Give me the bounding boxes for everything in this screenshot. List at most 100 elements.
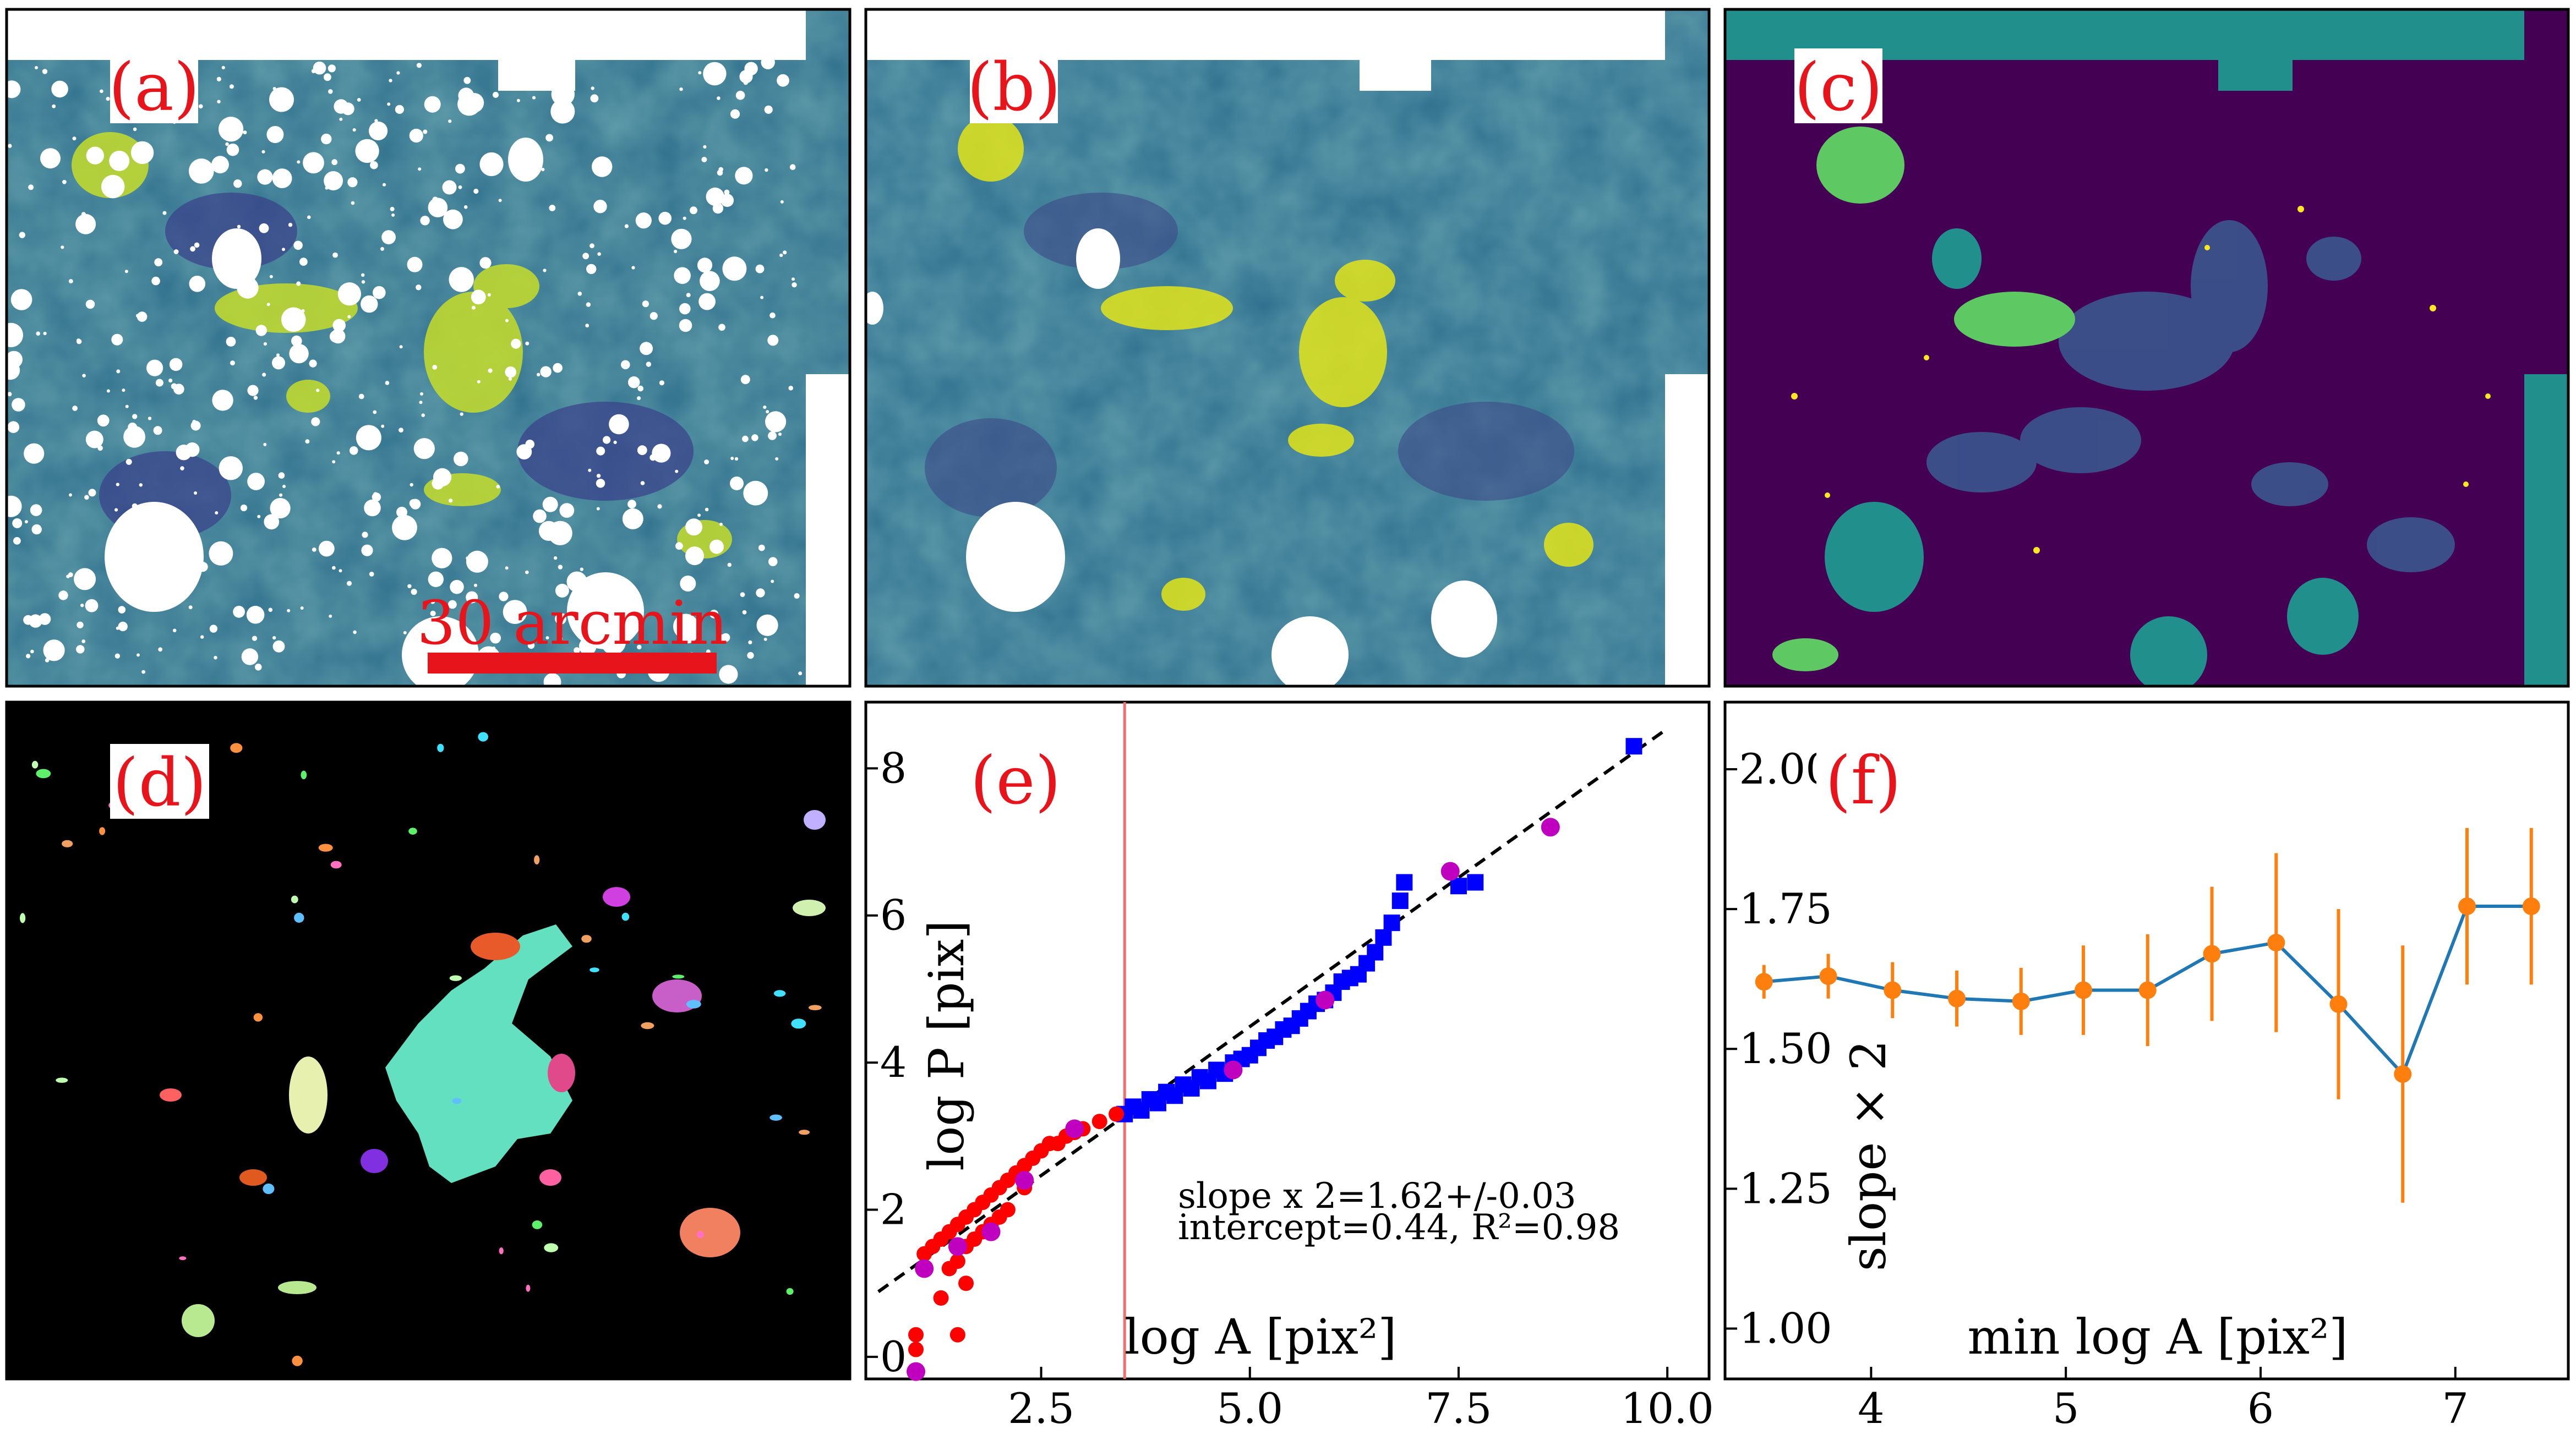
small-cloud [230, 743, 243, 753]
star-mask [262, 373, 266, 377]
star-mask [85, 299, 95, 309]
star-mask [390, 206, 395, 211]
star-mask [627, 376, 640, 388]
star-mask [214, 655, 217, 660]
panel-b-label: (b) [967, 50, 1061, 126]
star-mask [7, 322, 23, 347]
star-mask [332, 460, 336, 464]
star-mask [493, 91, 499, 98]
small-cloud [449, 975, 462, 981]
star-mask [255, 664, 262, 671]
star-mask [588, 468, 592, 472]
star-mask [43, 331, 47, 336]
star-mask [657, 504, 662, 509]
panel-b-label-box [970, 48, 1058, 123]
star-mask [364, 499, 381, 517]
star-mask [721, 194, 734, 207]
star-mask [566, 571, 587, 592]
e-point-circle [907, 1362, 926, 1381]
star-mask [765, 411, 787, 432]
star-mask [603, 436, 611, 444]
star-mask [257, 169, 273, 185]
star-mask [704, 459, 710, 464]
star-mask [12, 398, 25, 412]
star-mask [282, 485, 286, 488]
panel-e-marks [877, 702, 1668, 1381]
star-mask [735, 90, 745, 100]
star-mask [52, 104, 56, 108]
small-cloud [478, 732, 488, 742]
star-mask [646, 362, 652, 367]
star-mask [691, 551, 699, 559]
star-mask [601, 629, 626, 655]
star-mask [499, 592, 509, 601]
star-mask [12, 518, 23, 528]
star-mask [697, 258, 713, 273]
star-mask [777, 74, 789, 87]
cloud-pale [289, 1056, 328, 1134]
star-mask [637, 385, 643, 392]
star-mask [763, 637, 767, 641]
star-mask [361, 280, 365, 284]
star-mask [586, 264, 597, 275]
star-mask [387, 102, 391, 106]
star-mask [180, 466, 184, 470]
panel-e-frame [864, 700, 1711, 1381]
star-mask [701, 157, 707, 162]
star-mask [361, 544, 373, 556]
star-mask [399, 428, 403, 432]
star-mask [740, 592, 745, 597]
star-mask [30, 504, 42, 516]
star-mask [719, 634, 728, 642]
star-mask [590, 94, 599, 103]
star-mask [424, 96, 441, 113]
e-point-circle [908, 1342, 924, 1357]
star-mask [542, 496, 558, 512]
star-mask [727, 562, 732, 567]
star-mask [253, 396, 258, 400]
star-mask [299, 258, 308, 266]
star-mask [710, 610, 719, 618]
star-mask [590, 243, 594, 249]
panel-a-dark-regions [99, 193, 694, 539]
star-mask [347, 315, 351, 319]
star-mask [498, 199, 502, 202]
star-mask [328, 89, 333, 94]
star-mask [261, 150, 265, 154]
star-mask [450, 579, 464, 594]
star-mask [198, 104, 203, 109]
panel-f-frame [1723, 700, 2570, 1381]
star-mask [221, 65, 225, 69]
star-mask [596, 479, 605, 488]
f-xtick-label: 6 [2247, 1384, 2274, 1433]
f-point [2138, 981, 2157, 999]
star-mask [593, 200, 607, 213]
f-ytick-label: 1.00 [1739, 1304, 1832, 1353]
small-cloud [318, 844, 333, 852]
star-mask [460, 412, 463, 416]
panel-c-green-clumps [1772, 127, 2075, 671]
star-mask [638, 218, 642, 222]
star-mask [209, 625, 218, 633]
star-mask [328, 64, 336, 73]
f-point [1755, 973, 1773, 991]
star-mask [84, 495, 89, 500]
star-mask [596, 446, 605, 456]
star-mask [61, 87, 66, 92]
star-mask [703, 145, 707, 149]
star-mask [296, 281, 301, 286]
star-mask [316, 388, 320, 392]
e-point-square [1375, 929, 1392, 946]
star-mask [730, 457, 734, 460]
star-mask [266, 126, 284, 143]
small-cloud [799, 1130, 810, 1135]
star-mask [291, 335, 302, 347]
star-mask [577, 292, 582, 296]
star-mask [97, 414, 110, 427]
star-mask [760, 295, 764, 299]
star-mask [700, 271, 720, 291]
star-mask [268, 607, 273, 612]
star-mask [508, 377, 512, 381]
star-mask [735, 167, 753, 185]
star-mask [329, 614, 332, 618]
